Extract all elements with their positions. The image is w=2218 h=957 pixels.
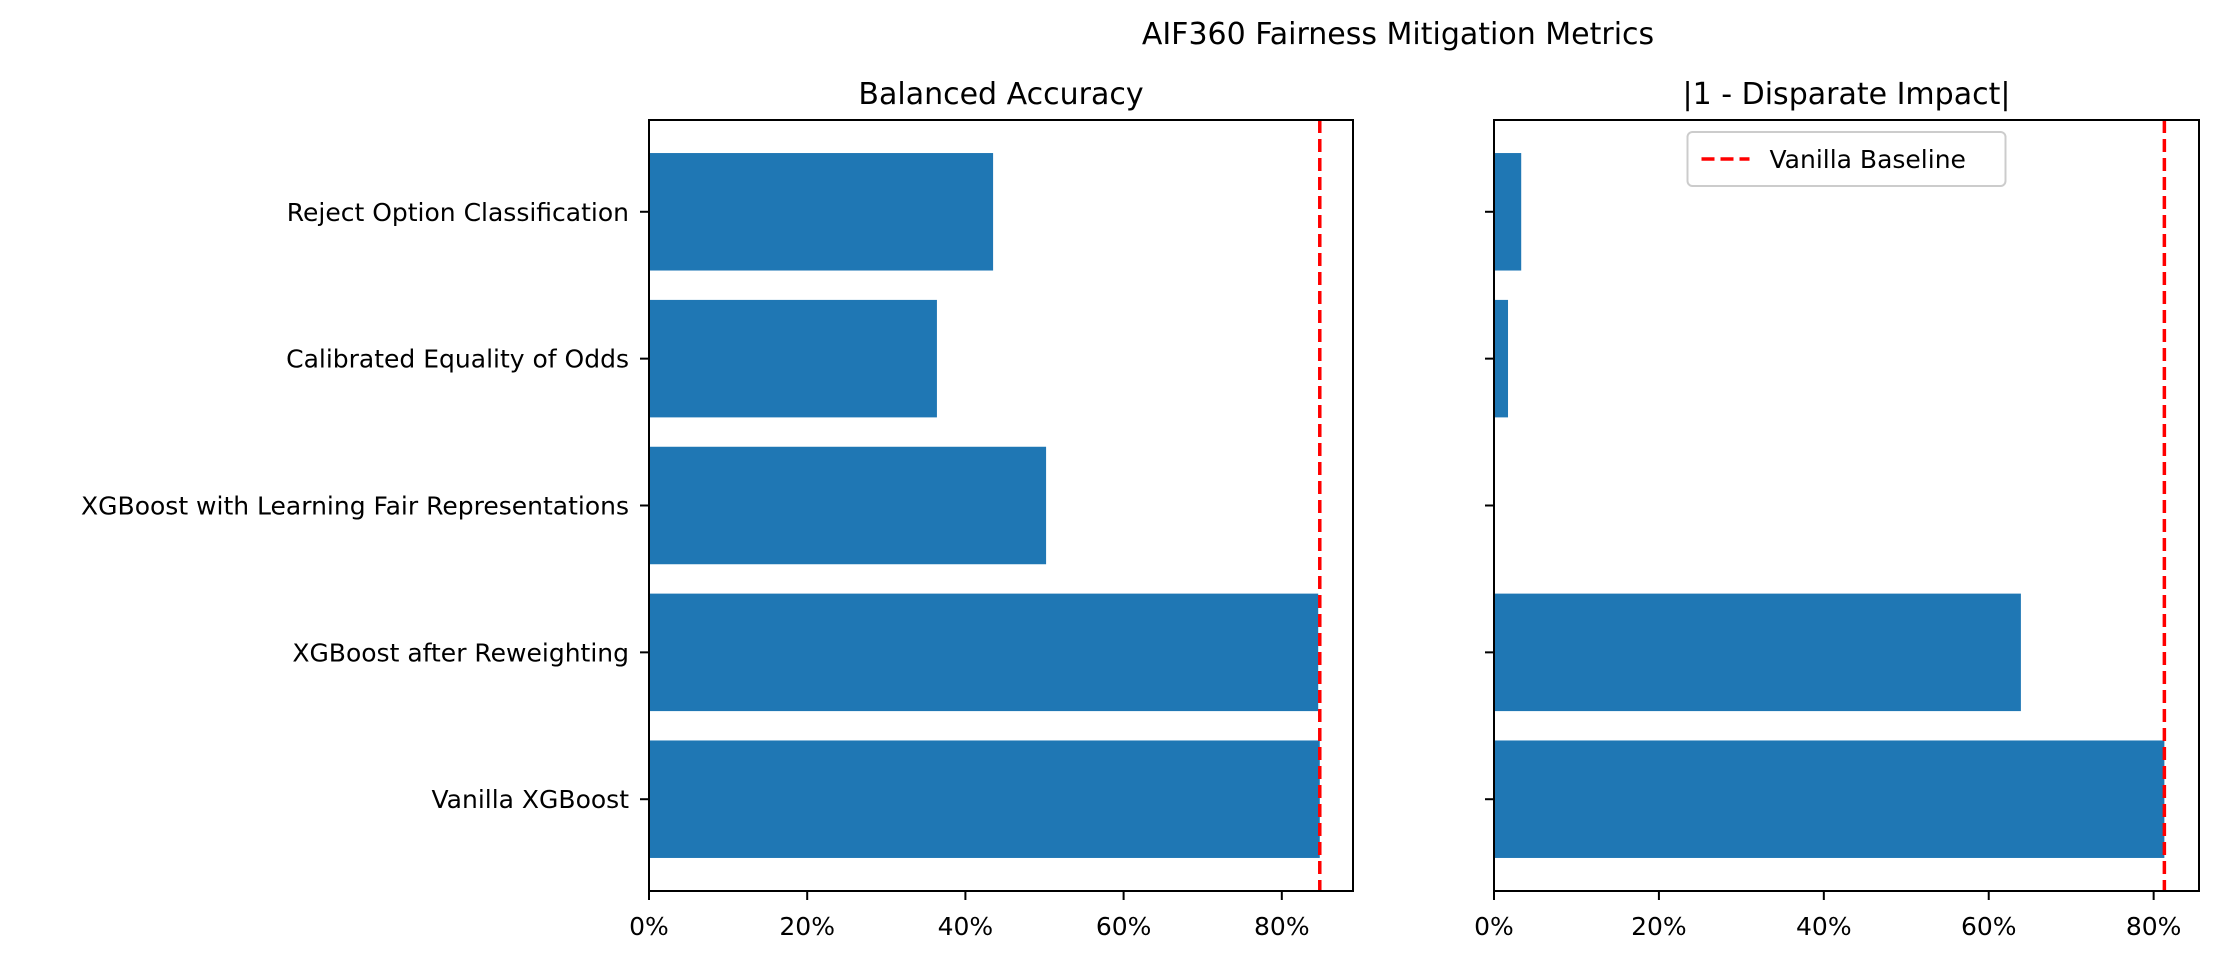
x-tick-label: 40% <box>938 912 994 941</box>
bar <box>649 153 994 271</box>
x-tick-label: 80% <box>2126 912 2182 941</box>
bar <box>649 740 1320 858</box>
legend-label: Vanilla Baseline <box>1770 145 1966 174</box>
bar <box>1494 153 1522 271</box>
y-tick-label: XGBoost after Reweighting <box>292 638 629 667</box>
chart-panel-2: |1 - Disparate Impact| 0% 20% 40% 60% 80% Vani… <box>1474 77 2200 941</box>
x-tick-label: 20% <box>1631 912 1687 941</box>
axes-frame <box>1493 119 2200 892</box>
bar <box>1494 593 2021 712</box>
x-tick-label: 20% <box>779 912 835 941</box>
y-tick-label: Reject Option Classification <box>287 198 629 227</box>
subplot-title: Balanced Accuracy <box>858 77 1143 112</box>
y-tick-label: XGBoost with Learning Fair Representatio… <box>81 492 629 521</box>
x-tick-label: 80% <box>1254 912 1310 941</box>
bar <box>649 593 1319 712</box>
x-tick-label: 0% <box>1474 912 1514 941</box>
x-tick-label: 60% <box>1961 912 2017 941</box>
figure-title: AIF360 Fairness Mitigation Metrics <box>1142 17 1654 52</box>
x-tick-label: 60% <box>1096 912 1152 941</box>
legend: Vanilla Baseline <box>1686 131 2007 187</box>
y-tick-label: Vanilla XGBoost <box>432 785 630 814</box>
chart-panel-1: Balanced Accuracy Vanilla XGBoost XGBoost … <box>81 77 1354 941</box>
x-tick-label: 0% <box>629 912 669 941</box>
bar <box>1494 740 2165 858</box>
y-tick-label: Calibrated Equality of Odds <box>286 345 629 374</box>
axes-frame <box>648 119 1354 892</box>
bar <box>649 446 1047 565</box>
bar <box>649 299 937 418</box>
bar <box>1494 299 1509 418</box>
subplot-title: |1 - Disparate Impact| <box>1683 77 2011 112</box>
legend-box <box>1686 131 2007 187</box>
x-tick-label: 40% <box>1796 912 1852 941</box>
